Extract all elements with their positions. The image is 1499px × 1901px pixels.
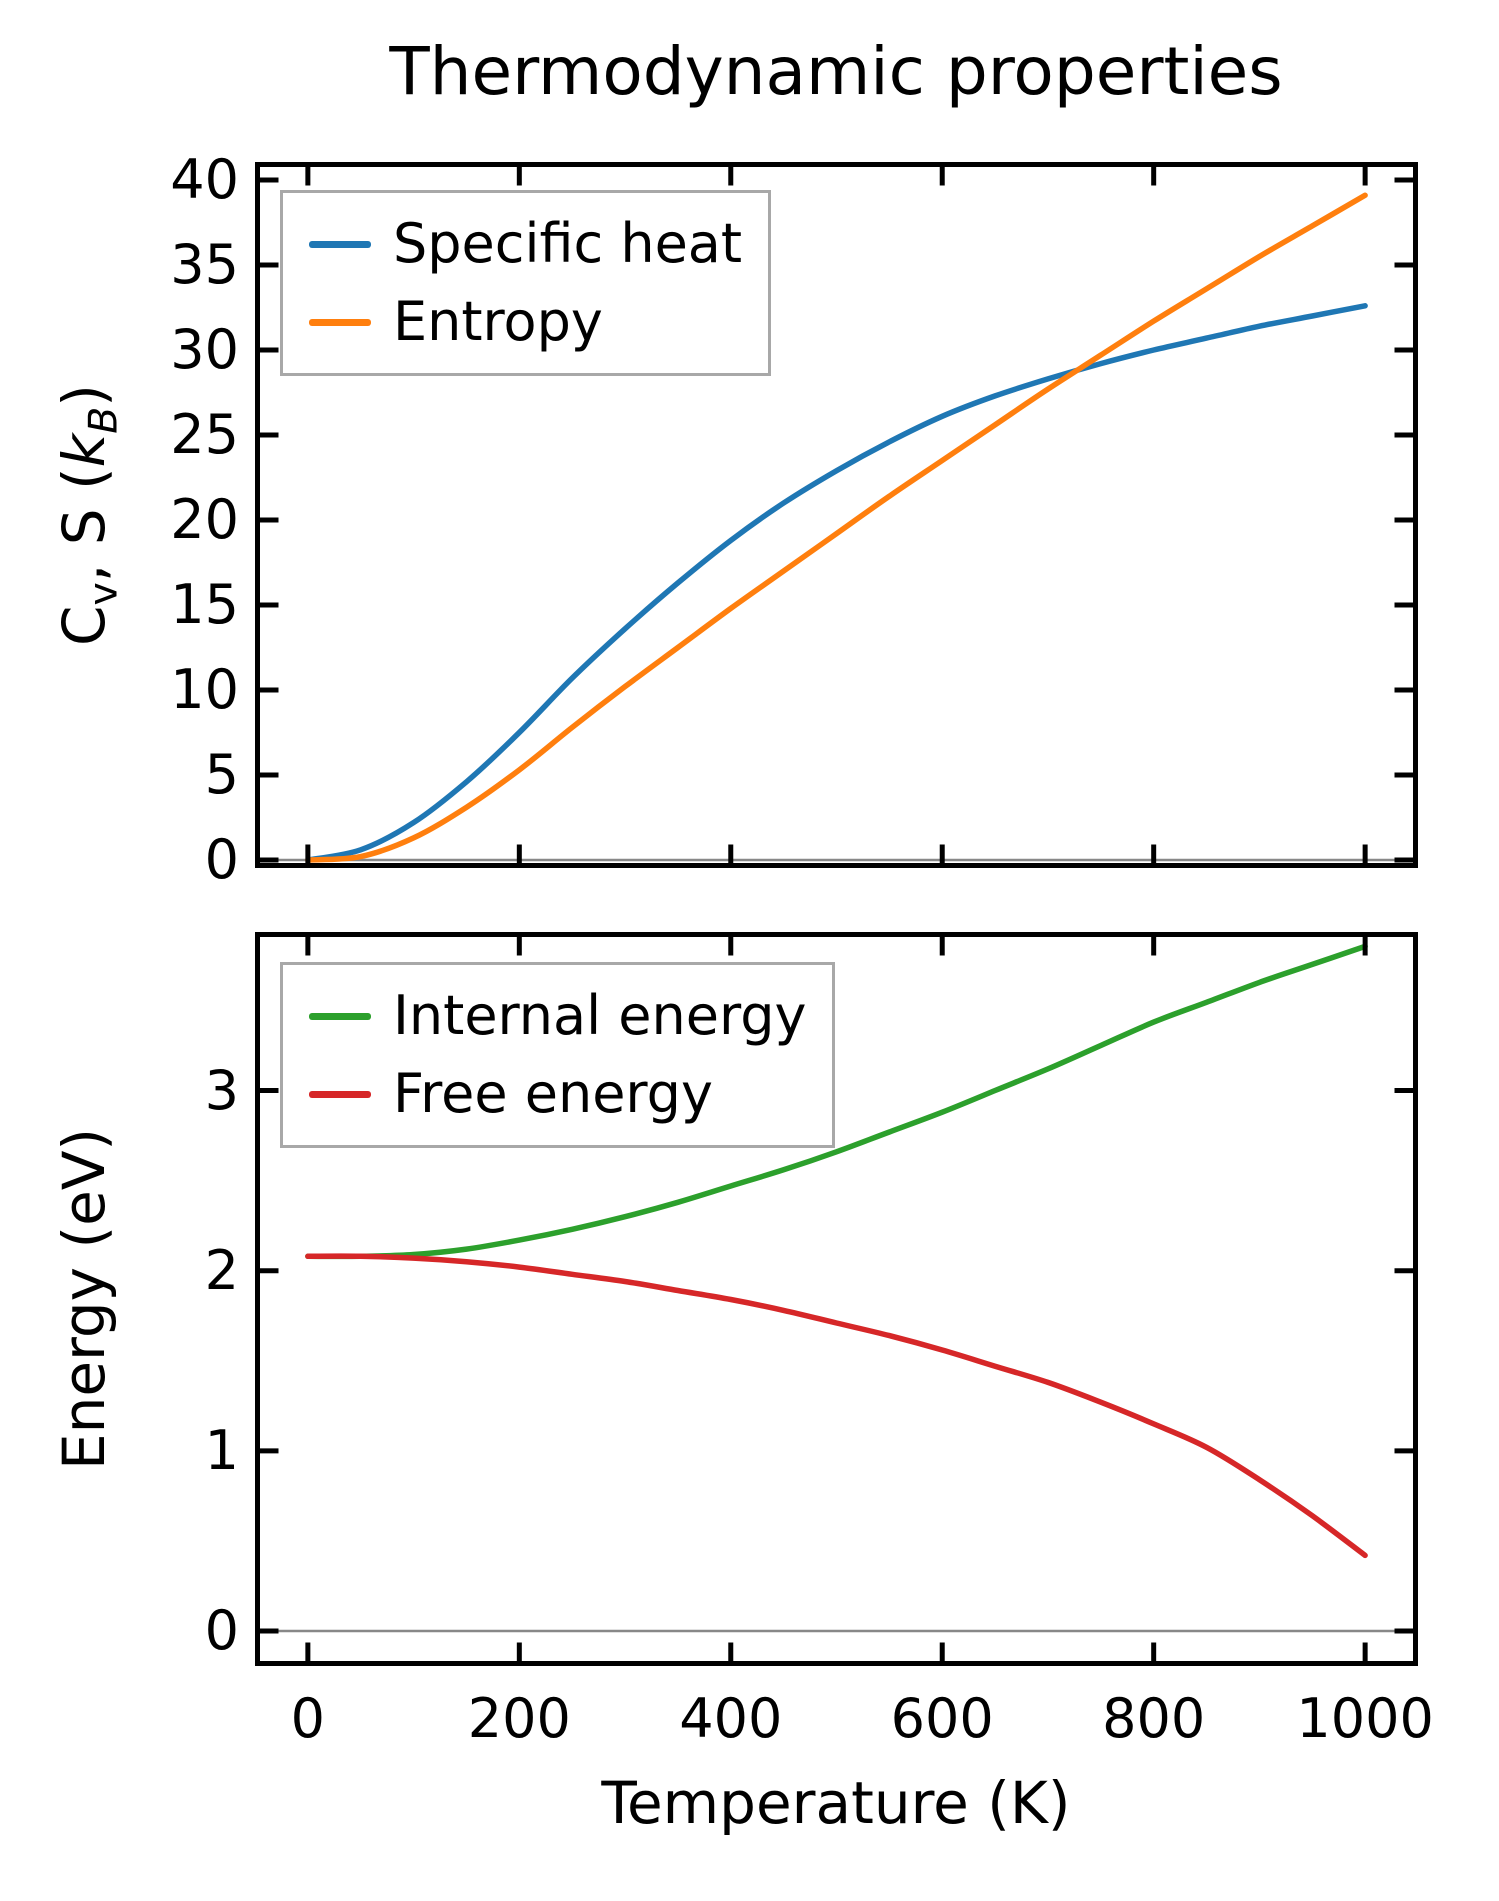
- legend-line-sample-entropy: [309, 318, 371, 326]
- y-tick-label: 3: [204, 1058, 239, 1122]
- bottom-y-axis-label: Energy (eV): [50, 1127, 118, 1471]
- y-axis-label-part: B: [80, 406, 127, 434]
- x-tick-label: 0: [290, 1687, 326, 1750]
- y-tick-label: 0: [204, 1599, 239, 1663]
- legend-line-sample-specific-heat: [309, 240, 371, 248]
- y-tick-label: 25: [170, 403, 239, 467]
- y-axis-label-part: C: [50, 605, 118, 646]
- bottom-axes: 0 1 2 3 0 200 400 600 800 1000 Internal energy Free…: [205, 932, 1434, 1746]
- legend-item-entropy: Entropy: [309, 290, 742, 354]
- y-axis-label-part: k: [50, 433, 118, 468]
- y-tick-label: 1: [204, 1418, 239, 1482]
- axes-top-legend: Specific heat Entropy: [280, 190, 772, 377]
- curve-specific-heat: [305, 303, 1368, 863]
- legend-label: Entropy: [393, 290, 603, 354]
- x-tick-label: 1000: [1296, 1687, 1434, 1750]
- axes-bottom-svg: [255, 932, 1418, 1666]
- y-tick-label: 20: [170, 488, 239, 551]
- x-tick-label: 800: [1102, 1687, 1206, 1750]
- y-tick-label: 40: [170, 148, 239, 212]
- y-tick-label: 35: [170, 233, 239, 297]
- y-axis-label-part: v: [80, 582, 127, 606]
- legend-line-sample-free-energy: [309, 1090, 371, 1098]
- legend-item-specific-heat: Specific heat: [309, 212, 743, 275]
- curve-free-energy: [305, 1253, 1368, 1559]
- legend-label: Specific heat: [393, 212, 743, 275]
- legend-item-internal-energy: Internal energy: [309, 984, 807, 1047]
- legend-label: Free energy: [393, 1062, 713, 1126]
- y-axis-label-part: , S (: [50, 467, 118, 583]
- curve-internal-energy: [305, 943, 1368, 1260]
- legend-label: Internal energy: [393, 984, 807, 1047]
- y-tick-label: 15: [170, 573, 239, 636]
- top-axes: 0 5 10 15 20 25 30 35 40 Specific heat Entropy: [170, 153, 1418, 887]
- x-tick-label: 200: [467, 1687, 571, 1750]
- axes-top-svg: [255, 162, 1418, 868]
- curve-entropy: [305, 192, 1368, 863]
- legend-item-free-energy: Free energy: [309, 1062, 806, 1126]
- axes-spines: [255, 932, 1418, 1666]
- top-y-axis-label: Cv, S (kB): [50, 384, 127, 646]
- y-axis-label-part: ): [50, 384, 118, 407]
- axes-bottom-legend: Internal energy Free energy: [280, 962, 836, 1149]
- y-tick-label: 30: [170, 318, 239, 382]
- y-tick-label: 5: [204, 743, 239, 806]
- x-tick-label: 400: [679, 1687, 783, 1750]
- y-tick-label: 10: [170, 658, 239, 721]
- y-tick-label: 2: [204, 1238, 239, 1302]
- y-tick-label: 0: [204, 828, 239, 891]
- x-tick-label: 600: [890, 1687, 994, 1750]
- x-axis-label: Temperature (K): [601, 1769, 1071, 1837]
- legend-line-sample-internal-energy: [309, 1012, 371, 1020]
- axes-spines: [255, 162, 1418, 868]
- chart-title: Thermodynamic properties: [389, 33, 1283, 110]
